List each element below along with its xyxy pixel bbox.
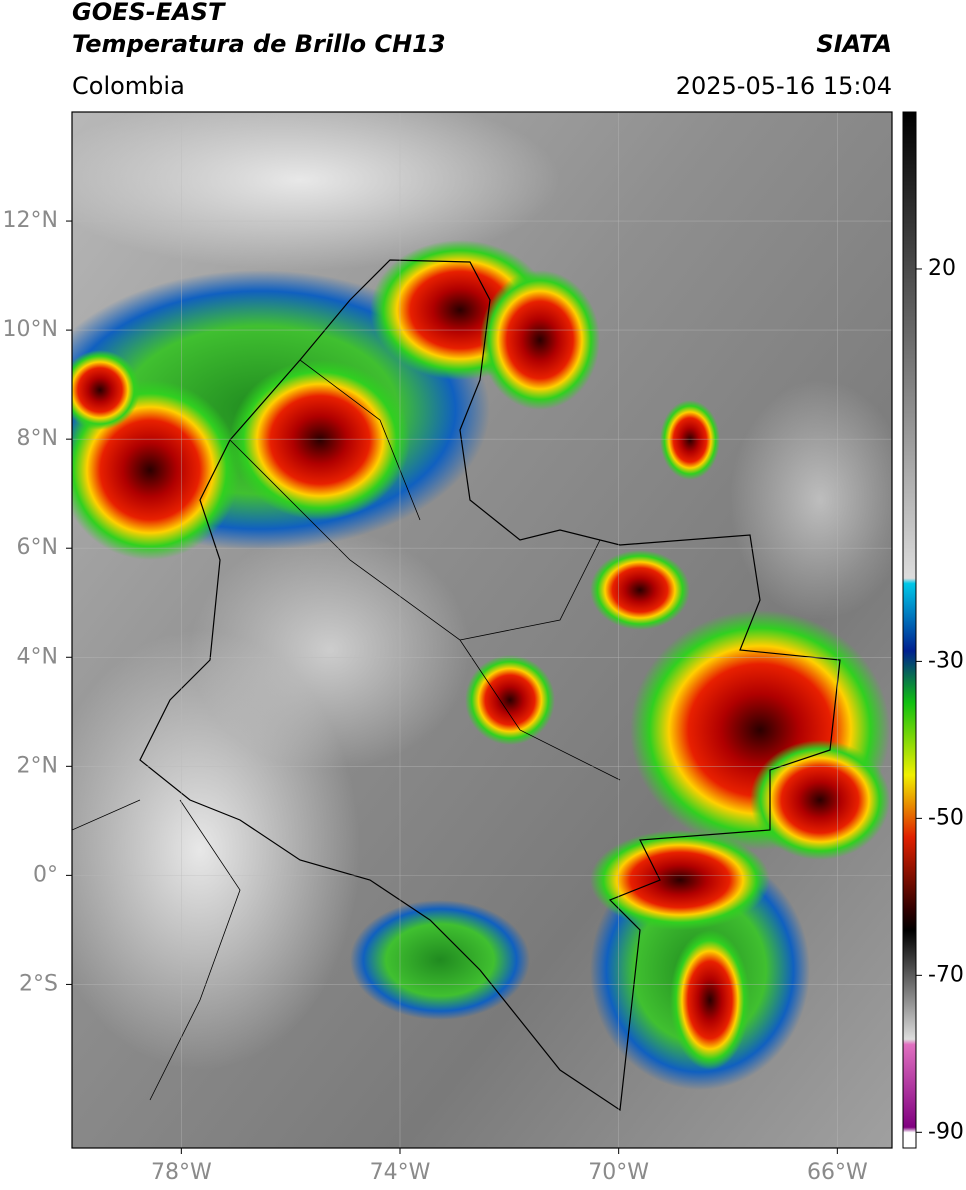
y-tick-label: 6°N xyxy=(17,535,58,560)
colorbar-tick-label: -90 xyxy=(928,1119,964,1144)
x-tick-label: 66°W xyxy=(807,1160,868,1185)
x-tick-label: 74°W xyxy=(370,1160,431,1185)
y-tick-label: 2°S xyxy=(19,971,58,996)
y-tick-label: 2°N xyxy=(17,753,58,778)
colorbar-tick-label: -70 xyxy=(928,962,964,987)
colorbar-tick-label: -30 xyxy=(928,648,964,673)
x-tick-label: 70°W xyxy=(588,1160,649,1185)
graticule xyxy=(72,112,892,1148)
title: GOES-EAST xyxy=(72,0,226,26)
y-tick-label: 12°N xyxy=(3,208,58,233)
subtitle: Temperatura de Brillo CH13 xyxy=(72,30,446,58)
y-tick-label: 0° xyxy=(33,862,58,887)
y-tick-label: 4°N xyxy=(17,644,58,669)
datetime: 2025-05-16 15:04 xyxy=(676,72,892,100)
y-tick-label: 8°N xyxy=(17,426,58,451)
source: SIATA xyxy=(816,30,892,58)
x-tick-label: 78°W xyxy=(151,1160,212,1185)
y-tick-label: 10°N xyxy=(3,317,58,342)
map-frame xyxy=(71,111,893,1149)
colorbar xyxy=(902,111,917,1149)
colorbar-tick-label: 20 xyxy=(928,256,956,281)
satellite-image xyxy=(72,112,892,1148)
colorbar-tick-label: -50 xyxy=(928,805,964,830)
region: Colombia xyxy=(72,72,185,100)
